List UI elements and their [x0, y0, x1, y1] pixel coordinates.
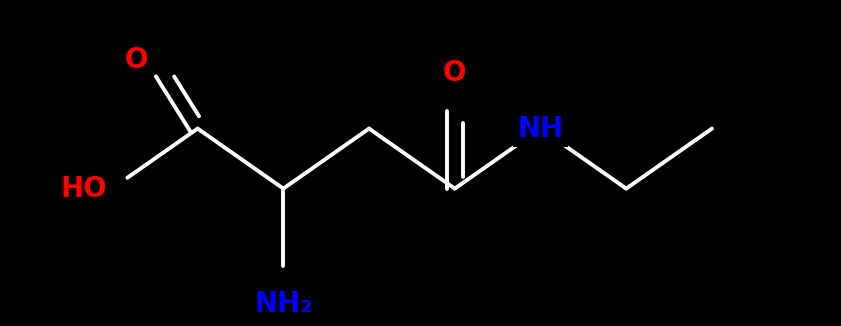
- Text: NH: NH: [517, 114, 563, 142]
- Text: O: O: [124, 46, 148, 74]
- Text: NH₂: NH₂: [254, 290, 313, 318]
- Text: HO: HO: [61, 175, 108, 202]
- Text: O: O: [443, 59, 467, 87]
